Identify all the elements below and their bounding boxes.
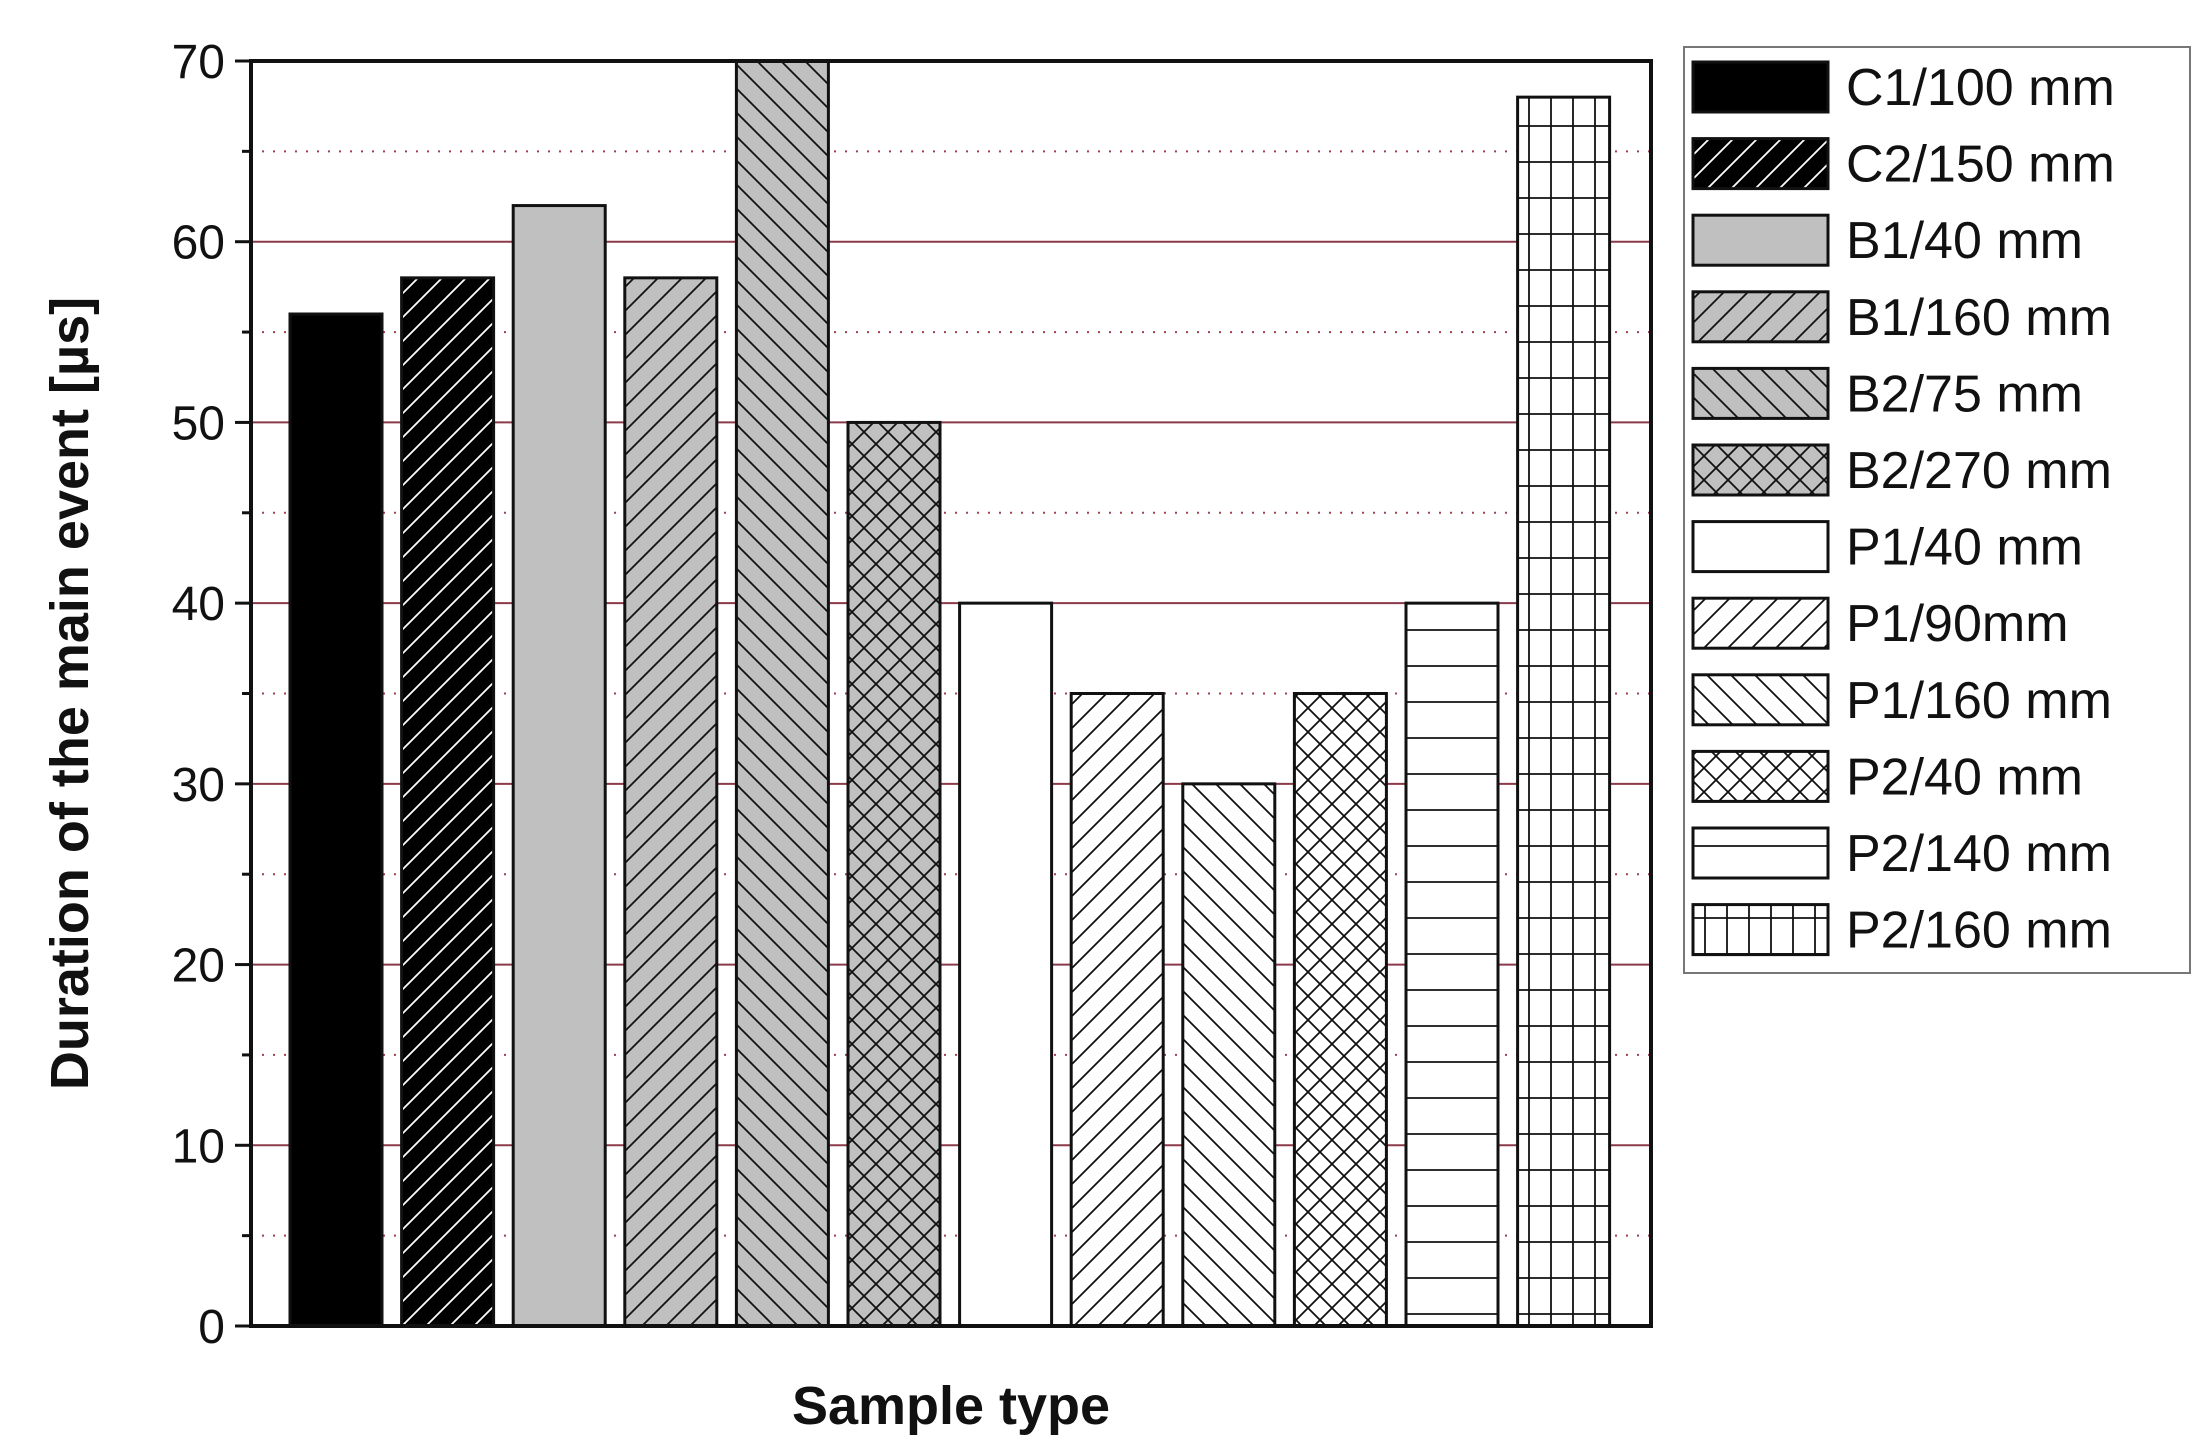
legend-swatch (1691, 903, 1830, 957)
legend-label: C2/150 mm (1846, 136, 2115, 194)
legend-swatch (1691, 137, 1830, 191)
legend-swatch (1691, 366, 1830, 420)
bar-b2-270-mm (846, 420, 942, 1328)
legend-swatch (1691, 749, 1830, 803)
y-tick-label: 30 (172, 759, 225, 812)
legend-swatch (1691, 290, 1830, 344)
legend-label: B1/160 mm (1846, 289, 2112, 347)
legend-label: P2/140 mm (1846, 825, 2112, 883)
bar-p2-140-mm (1404, 601, 1500, 1328)
y-tick-label: 50 (172, 397, 225, 450)
legend-box (1683, 46, 2191, 974)
y-tick-label: 20 (172, 940, 225, 993)
legend-swatch (1691, 826, 1830, 880)
bar-p1-160-mm (1181, 782, 1277, 1328)
legend-swatch (1691, 213, 1830, 267)
legend-swatch (1691, 596, 1830, 650)
y-tick-label: 10 (172, 1120, 225, 1173)
y-tick-label: 70 (172, 36, 225, 89)
legend-label: B1/40 mm (1846, 212, 2083, 270)
bars (288, 59, 1612, 1328)
bar-b1-40-mm (511, 204, 607, 1328)
bar-c2-150-mm (400, 276, 496, 1328)
y-tick-label: 0 (198, 1301, 225, 1354)
bar-b2-75-mm (734, 59, 830, 1328)
legend-label: P2/40 mm (1846, 748, 2083, 806)
legend-label: B2/270 mm (1846, 442, 2112, 500)
legend-label: P2/160 mm (1846, 902, 2112, 960)
bar-p2-160-mm (1516, 95, 1612, 1328)
bar-c1-100-mm (288, 312, 384, 1328)
y-tick-label: 40 (172, 578, 225, 631)
legend-swatch (1691, 60, 1830, 114)
legend-swatch (1691, 443, 1830, 497)
bar-b1-160-mm (623, 276, 719, 1328)
legend-label: P1/160 mm (1846, 672, 2112, 730)
legend-label: B2/75 mm (1846, 365, 2083, 423)
x-axis-title: Sample type (792, 1376, 1110, 1436)
legend-label: C1/100 mm (1846, 59, 2115, 117)
legend-swatch (1691, 520, 1830, 574)
bar-p1-40-mm (958, 601, 1054, 1328)
legend: C1/100 mm C2/150 mm B1/40 mm B1/160 mm B2/75… (1683, 46, 2191, 974)
bar-p2-40-mm (1292, 692, 1388, 1328)
y-tick-label: 60 (172, 217, 225, 270)
axes: 0 10 20 30 40 50 60 70 (172, 36, 1653, 1354)
legend-swatch (1691, 673, 1830, 727)
y-axis-title: Duration of the main event [µs] (40, 297, 100, 1090)
legend-label: P1/40 mm (1846, 519, 2083, 577)
legend-label: P1/90mm (1846, 595, 2069, 653)
bar-p1-90mm (1069, 692, 1165, 1328)
